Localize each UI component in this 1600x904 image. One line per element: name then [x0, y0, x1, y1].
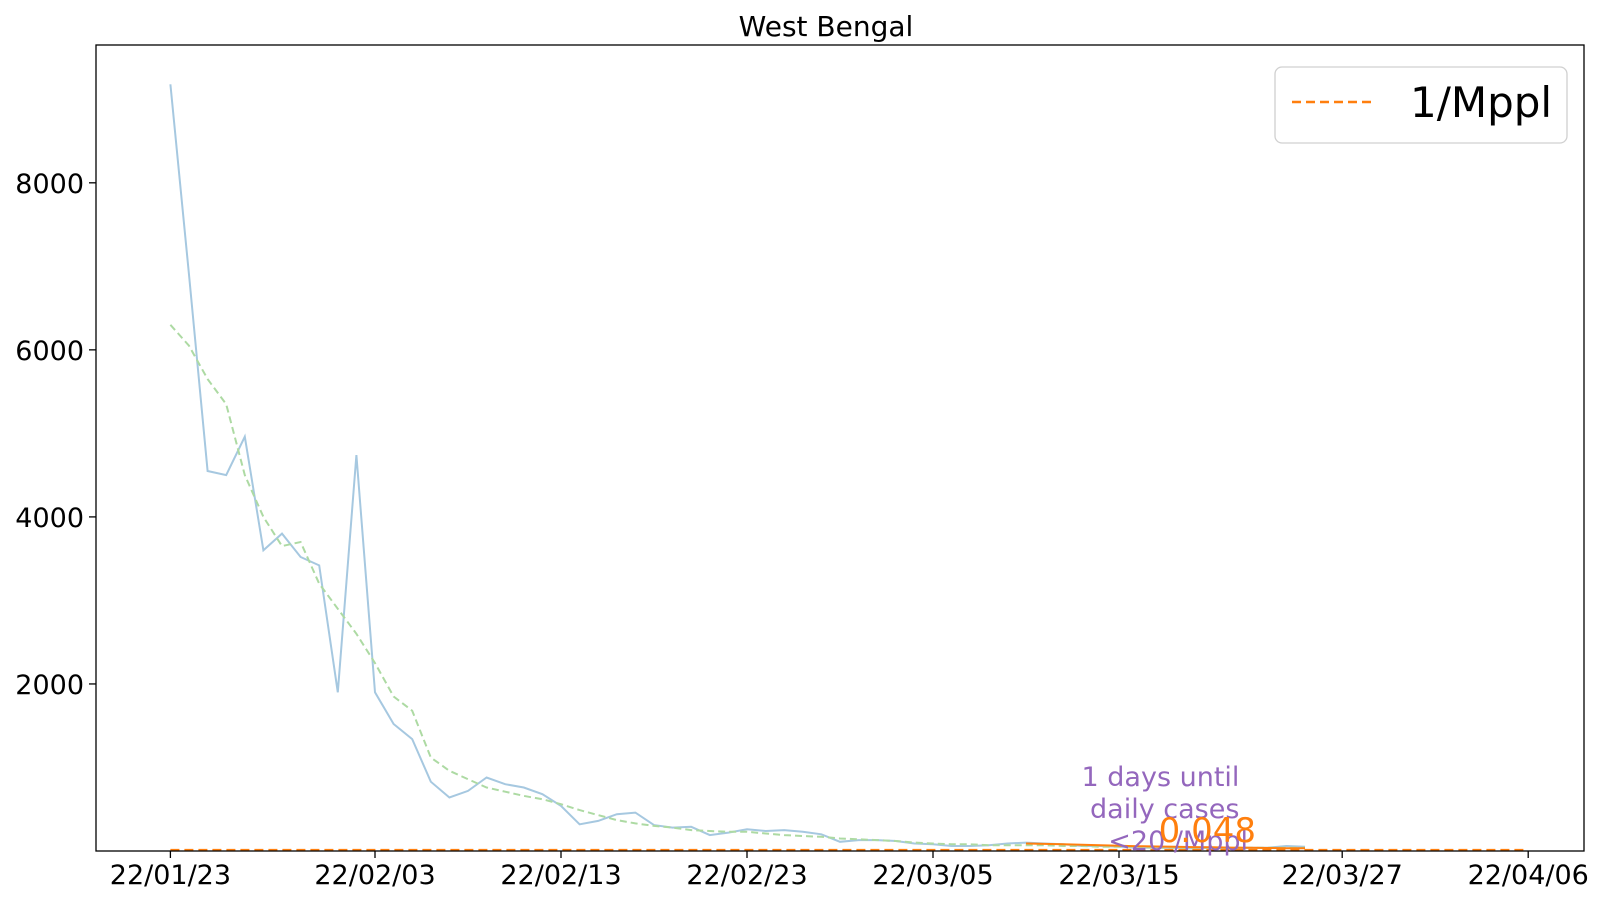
x-tick-label: 22/04/06 [1468, 860, 1589, 891]
legend-label-1mppl: 1/Mppl [1410, 78, 1552, 127]
chart-title: West Bengal [739, 10, 914, 43]
legend-box [1274, 66, 1568, 144]
series-line-2 [1025, 842, 1306, 850]
plot-frame [95, 44, 1585, 852]
y-tick-label: 4000 [15, 503, 84, 534]
x-tick-label: 22/03/05 [872, 860, 993, 891]
x-tick-label: 22/02/03 [314, 860, 435, 891]
series-line-0 [169, 84, 1306, 850]
x-tick-label: 22/01/23 [110, 860, 231, 891]
annotation-days-until: 1 days until daily cases <20 /Mppl [1082, 762, 1248, 857]
y-tick-label: 6000 [15, 336, 84, 367]
x-axis: 22/01/23 22/02/03 22/02/13 22/02/23 22/03/05… [110, 851, 1589, 891]
x-tick-label: 22/02/23 [686, 860, 807, 891]
annotation-line-2: daily cases [1090, 794, 1239, 825]
annotation-layer: 1 days until daily cases <20 /Mppl 0.048 [1082, 762, 1256, 857]
y-tick-label: 2000 [15, 670, 84, 701]
y-axis: 2000 4000 6000 8000 [15, 169, 96, 701]
annotation-line-3: <20 /Mppl [1108, 826, 1248, 857]
x-tick-label: 22/03/27 [1282, 860, 1403, 891]
x-tick-label: 22/02/13 [500, 860, 621, 891]
annotation-line-1: 1 days until [1082, 762, 1240, 793]
y-tick-label: 8000 [15, 169, 84, 200]
legend: 1/Mppl [1274, 66, 1568, 144]
series-line-1 [169, 324, 1305, 849]
x-tick-label: 22/03/15 [1058, 860, 1179, 891]
annotation-value: 0.048 [1159, 811, 1256, 851]
series-layer [169, 84, 1529, 852]
